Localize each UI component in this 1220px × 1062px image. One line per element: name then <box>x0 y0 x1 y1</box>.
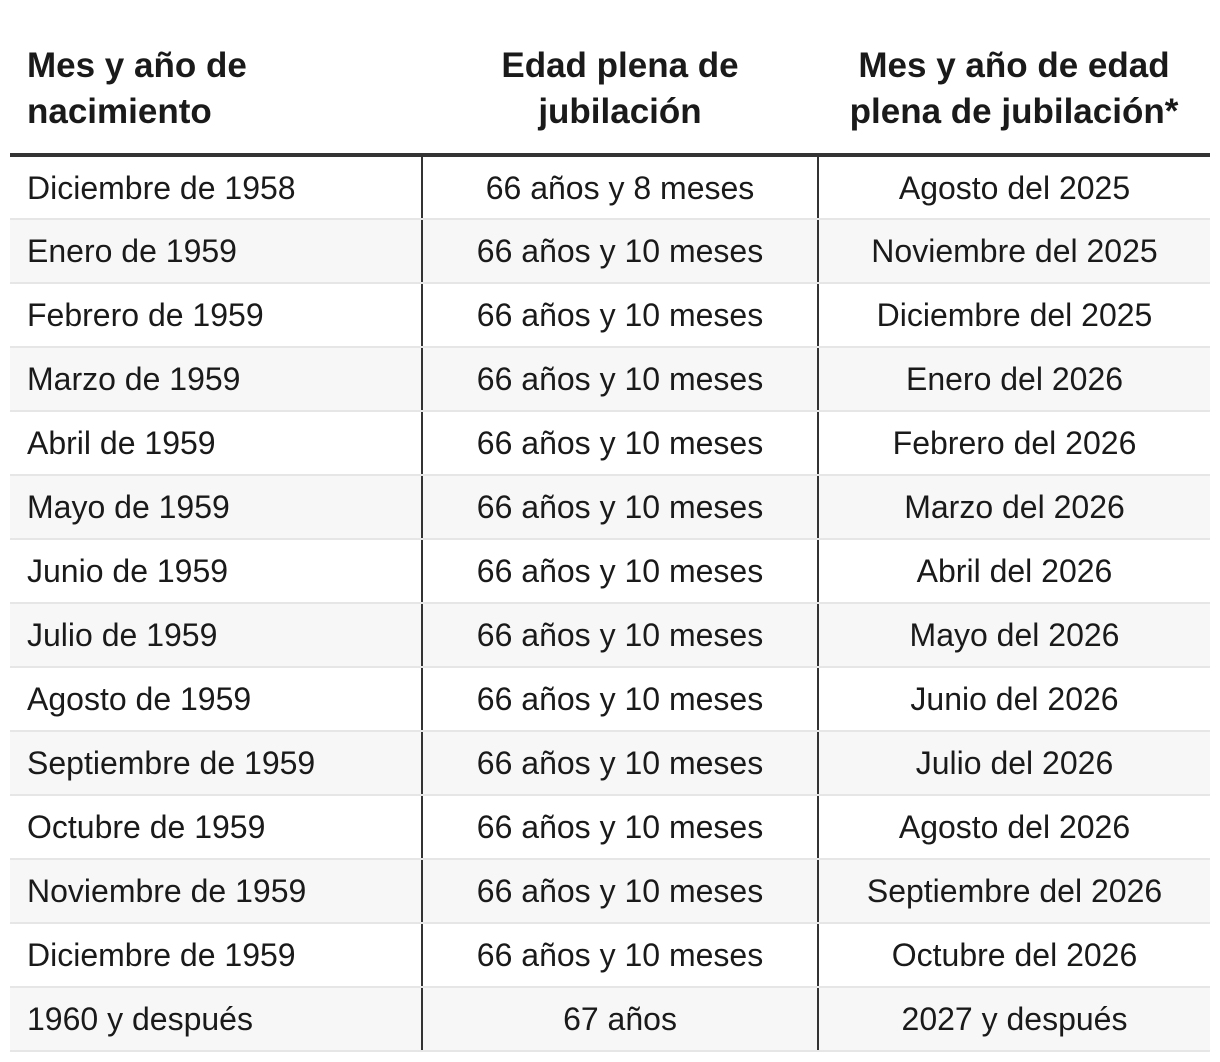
full-retirement-age-cell: 66 años y 10 meses <box>422 603 819 668</box>
retirement-month-year-cell: Junio del 2026 <box>818 667 1210 732</box>
table-row: Febrero de 1959 66 años y 10 meses Diciemb… <box>10 283 1210 348</box>
retirement-month-year-cell: Diciembre del 2025 <box>818 283 1210 348</box>
table-row: Agosto de 1959 66 años y 10 meses Junio de… <box>10 667 1210 732</box>
table-row: 1960 y después 67 años 2027 y después <box>10 987 1210 1052</box>
full-retirement-age-cell: 66 años y 10 meses <box>422 667 819 732</box>
table-row: Mayo de 1959 66 años y 10 meses Marzo del … <box>10 475 1210 540</box>
header-line: jubilación <box>538 92 702 131</box>
full-retirement-age-cell: 66 años y 10 meses <box>422 795 819 860</box>
retirement-month-year-cell: Julio del 2026 <box>818 731 1210 796</box>
table-row: Septiembre de 1959 66 años y 10 meses Juli… <box>10 731 1210 796</box>
retirement-age-table: Mes y año de nacimiento Edad plena de ju… <box>10 0 1210 1052</box>
table-row: Enero de 1959 66 años y 10 meses Noviembre… <box>10 219 1210 284</box>
birth-month-year-cell: Marzo de 1959 <box>10 347 423 412</box>
full-retirement-age-cell: 66 años y 10 meses <box>422 347 819 412</box>
table-row: Diciembre de 1958 66 años y 8 meses Agosto… <box>10 155 1210 220</box>
table-row: Octubre de 1959 66 años y 10 meses Agosto … <box>10 795 1210 860</box>
table-row: Diciembre de 1959 66 años y 10 meses Octub… <box>10 923 1210 988</box>
birth-month-year-cell: Diciembre de 1958 <box>10 155 423 220</box>
full-retirement-age-cell: 66 años y 8 meses <box>422 155 819 220</box>
full-retirement-age-cell: 66 años y 10 meses <box>422 411 819 476</box>
header-line: plena de jubilación* <box>849 92 1179 131</box>
full-retirement-age-cell: 67 años <box>422 987 819 1052</box>
retirement-month-year-cell: Septiembre del 2026 <box>818 859 1210 924</box>
birth-month-year-cell: Octubre de 1959 <box>10 795 423 860</box>
birth-month-year-cell: Septiembre de 1959 <box>10 731 423 796</box>
header-retirement-month-year: Mes y año de edad plena de jubilación* <box>818 0 1210 157</box>
header-row: Mes y año de nacimiento Edad plena de ju… <box>10 0 1210 157</box>
birth-month-year-cell: Junio de 1959 <box>10 539 423 604</box>
birth-month-year-cell: 1960 y después <box>10 987 423 1052</box>
birth-month-year-cell: Julio de 1959 <box>10 603 423 668</box>
retirement-month-year-cell: 2027 y después <box>818 987 1210 1052</box>
birth-month-year-cell: Abril de 1959 <box>10 411 423 476</box>
retirement-month-year-cell: Agosto del 2025 <box>818 155 1210 220</box>
birth-month-year-cell: Diciembre de 1959 <box>10 923 423 988</box>
full-retirement-age-cell: 66 años y 10 meses <box>422 923 819 988</box>
retirement-age-table-container: Mes y año de nacimiento Edad plena de ju… <box>10 0 1210 1052</box>
full-retirement-age-cell: 66 años y 10 meses <box>422 731 819 796</box>
table-row: Julio de 1959 66 años y 10 meses Mayo del … <box>10 603 1210 668</box>
birth-month-year-cell: Febrero de 1959 <box>10 283 423 348</box>
retirement-month-year-cell: Octubre del 2026 <box>818 923 1210 988</box>
birth-month-year-cell: Noviembre de 1959 <box>10 859 423 924</box>
header-line: Edad plena de <box>501 46 739 85</box>
retirement-month-year-cell: Enero del 2026 <box>818 347 1210 412</box>
table-row: Marzo de 1959 66 años y 10 meses Enero del… <box>10 347 1210 412</box>
full-retirement-age-cell: 66 años y 10 meses <box>422 475 819 540</box>
retirement-month-year-cell: Agosto del 2026 <box>818 795 1210 860</box>
full-retirement-age-cell: 66 años y 10 meses <box>422 539 819 604</box>
retirement-month-year-cell: Febrero del 2026 <box>818 411 1210 476</box>
full-retirement-age-cell: 66 años y 10 meses <box>422 219 819 284</box>
birth-month-year-cell: Agosto de 1959 <box>10 667 423 732</box>
full-retirement-age-cell: 66 años y 10 meses <box>422 283 819 348</box>
header-line: Mes y año de <box>27 46 247 85</box>
retirement-month-year-cell: Noviembre del 2025 <box>818 219 1210 284</box>
header-full-retirement-age: Edad plena de jubilación <box>422 0 818 157</box>
retirement-month-year-cell: Abril del 2026 <box>818 539 1210 604</box>
table-row: Abril de 1959 66 años y 10 meses Febrero d… <box>10 411 1210 476</box>
table-row: Noviembre de 1959 66 años y 10 meses Septi… <box>10 859 1210 924</box>
header-line: nacimiento <box>27 92 212 131</box>
table-row: Junio de 1959 66 años y 10 meses Abril del… <box>10 539 1210 604</box>
table-header: Mes y año de nacimiento Edad plena de ju… <box>10 0 1210 157</box>
birth-month-year-cell: Mayo de 1959 <box>10 475 423 540</box>
retirement-month-year-cell: Marzo del 2026 <box>818 475 1210 540</box>
birth-month-year-cell: Enero de 1959 <box>10 219 423 284</box>
retirement-month-year-cell: Mayo del 2026 <box>818 603 1210 668</box>
header-line: Mes y año de edad <box>858 46 1170 85</box>
full-retirement-age-cell: 66 años y 10 meses <box>422 859 819 924</box>
table-body: Diciembre de 1958 66 años y 8 meses Agosto… <box>10 155 1210 1052</box>
header-birth-month-year: Mes y año de nacimiento <box>10 0 422 157</box>
